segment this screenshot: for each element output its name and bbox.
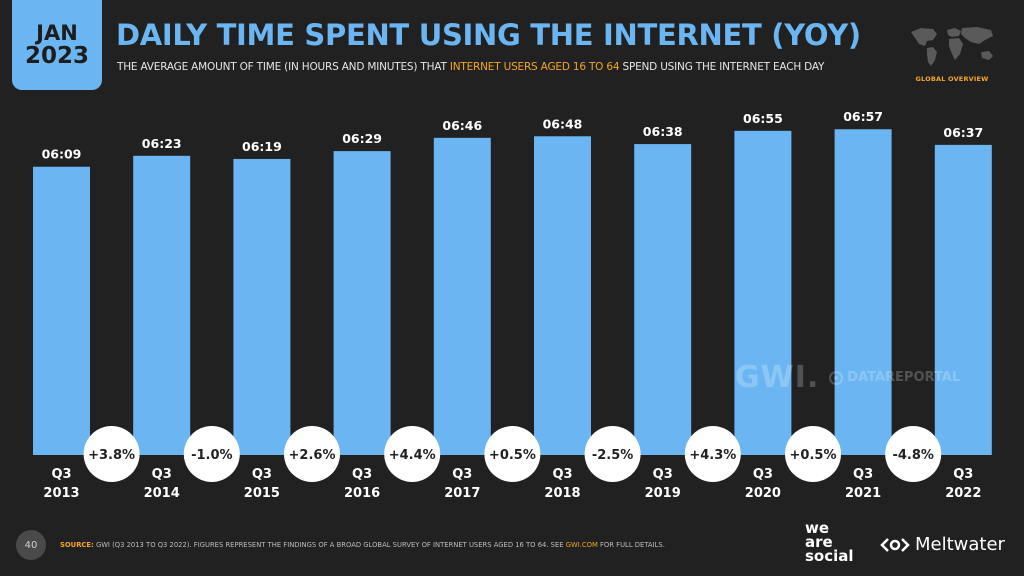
bar — [33, 166, 90, 455]
x-tick-label-quarter: Q3 — [853, 467, 873, 482]
x-tick-label-quarter: Q3 — [352, 467, 372, 482]
bar — [834, 129, 892, 456]
change-label: -1.0% — [191, 448, 232, 463]
logo-line-1: we — [805, 519, 830, 537]
change-label: +4.4% — [389, 448, 436, 463]
logo-line-3: social — [805, 547, 854, 565]
section-label: GLOBAL OVERVIEW — [915, 75, 989, 83]
source-link[interactable]: GWI.COM — [565, 541, 598, 549]
meltwater-icon — [880, 537, 910, 552]
x-tick-label-year: 2017 — [444, 486, 480, 501]
datareportal-text: DATAREPORTAL — [847, 370, 961, 385]
bar — [634, 144, 692, 455]
date-year: 2023 — [24, 42, 89, 69]
x-tick-label-quarter: Q3 — [953, 467, 973, 482]
page-title: DAILY TIME SPENT USING THE INTERNET (YOY… — [116, 18, 861, 52]
change-label: +2.6% — [289, 448, 336, 463]
change-badge — [584, 426, 641, 482]
bar-value-label: 06:38 — [643, 124, 683, 139]
gwi-watermark: GWI. — [735, 360, 820, 395]
x-tick-label-year: 2018 — [544, 486, 580, 501]
x-tick-label-year: 2015 — [244, 486, 280, 501]
bar — [233, 158, 291, 455]
subtitle-pre: THE AVERAGE AMOUNT OF TIME (IN HOURS AND… — [117, 61, 450, 73]
x-tick-label-quarter: Q3 — [51, 467, 71, 482]
source-note: SOURCE: GWI (Q3 2013 TO Q3 2022). FIGURE… — [60, 541, 665, 549]
change-label: -4.8% — [892, 448, 933, 463]
page-subtitle: THE AVERAGE AMOUNT OF TIME (IN HOURS AND… — [117, 61, 824, 73]
x-tick-label-quarter: Q3 — [452, 467, 472, 482]
bar-value-label: 06:19 — [242, 139, 282, 154]
x-tick-label-year: 2016 — [344, 486, 380, 501]
x-tick-label-year: 2021 — [845, 486, 881, 501]
datareportal-watermark: DATAREPORTAL — [829, 370, 960, 385]
bar — [934, 144, 992, 456]
change-badge — [183, 426, 240, 482]
subtitle-post: SPEND USING THE INTERNET EACH DAY — [619, 61, 825, 73]
bar-value-label: 06:29 — [342, 131, 382, 146]
source-tail: FOR FULL DETAILS. — [597, 541, 665, 549]
bar — [734, 130, 792, 455]
meltwater-logo: Meltwater — [880, 534, 1005, 555]
change-label: +4.3% — [689, 448, 736, 463]
change-badge — [484, 426, 541, 482]
bar-value-label: 06:48 — [543, 116, 583, 131]
bar-value-label: 06:09 — [42, 147, 82, 162]
x-tick-label-quarter: Q3 — [152, 467, 172, 482]
source-text: GWI (Q3 2013 TO Q3 2022). FIGURES REPRES… — [93, 541, 566, 549]
date-badge: JAN 2023 — [12, 0, 102, 90]
meltwater-text: Meltwater — [915, 534, 1005, 555]
x-tick-label-year: 2019 — [645, 486, 681, 501]
bar-value-label: 06:46 — [442, 118, 482, 133]
bar — [433, 137, 491, 455]
datareportal-icon — [829, 370, 844, 385]
change-badge — [785, 426, 841, 482]
date-month: JAN — [36, 20, 78, 45]
x-tick-label-quarter: Q3 — [252, 467, 272, 482]
bar-value-label: 06:37 — [943, 125, 983, 140]
logo-line-2: are — [805, 533, 833, 551]
we-are-social-logo: we are social — [805, 519, 854, 565]
change-label: +0.5% — [489, 448, 536, 463]
watermark: GWI. DATAREPORTAL — [735, 360, 960, 395]
change-label: -2.5% — [592, 448, 633, 463]
page-number: 40 — [16, 530, 46, 560]
change-badge — [684, 426, 741, 482]
bar-value-label: 06:55 — [743, 111, 783, 126]
change-label: +3.8% — [88, 448, 135, 463]
change-badge — [885, 426, 942, 482]
bar — [333, 151, 391, 455]
x-tick-label-year: 2014 — [144, 486, 180, 501]
change-label: +0.5% — [790, 448, 837, 463]
world-map-icon — [911, 27, 993, 66]
bar — [534, 136, 591, 455]
change-badge — [384, 426, 441, 482]
subtitle-highlight: INTERNET USERS AGED 16 TO 64 — [449, 61, 620, 73]
source-label: SOURCE: — [60, 541, 94, 549]
x-tick-label-quarter: Q3 — [753, 467, 773, 482]
change-badge — [284, 426, 340, 482]
x-tick-label-year: 2013 — [43, 486, 79, 501]
bar — [133, 155, 191, 455]
bar-value-label: 06:57 — [843, 109, 883, 124]
change-badge — [83, 426, 140, 482]
x-tick-label-quarter: Q3 — [552, 467, 572, 482]
x-tick-label-year: 2022 — [945, 486, 981, 501]
x-tick-label-quarter: Q3 — [653, 467, 673, 482]
bar-value-label: 06:23 — [142, 136, 182, 151]
x-tick-label-year: 2020 — [745, 486, 781, 501]
